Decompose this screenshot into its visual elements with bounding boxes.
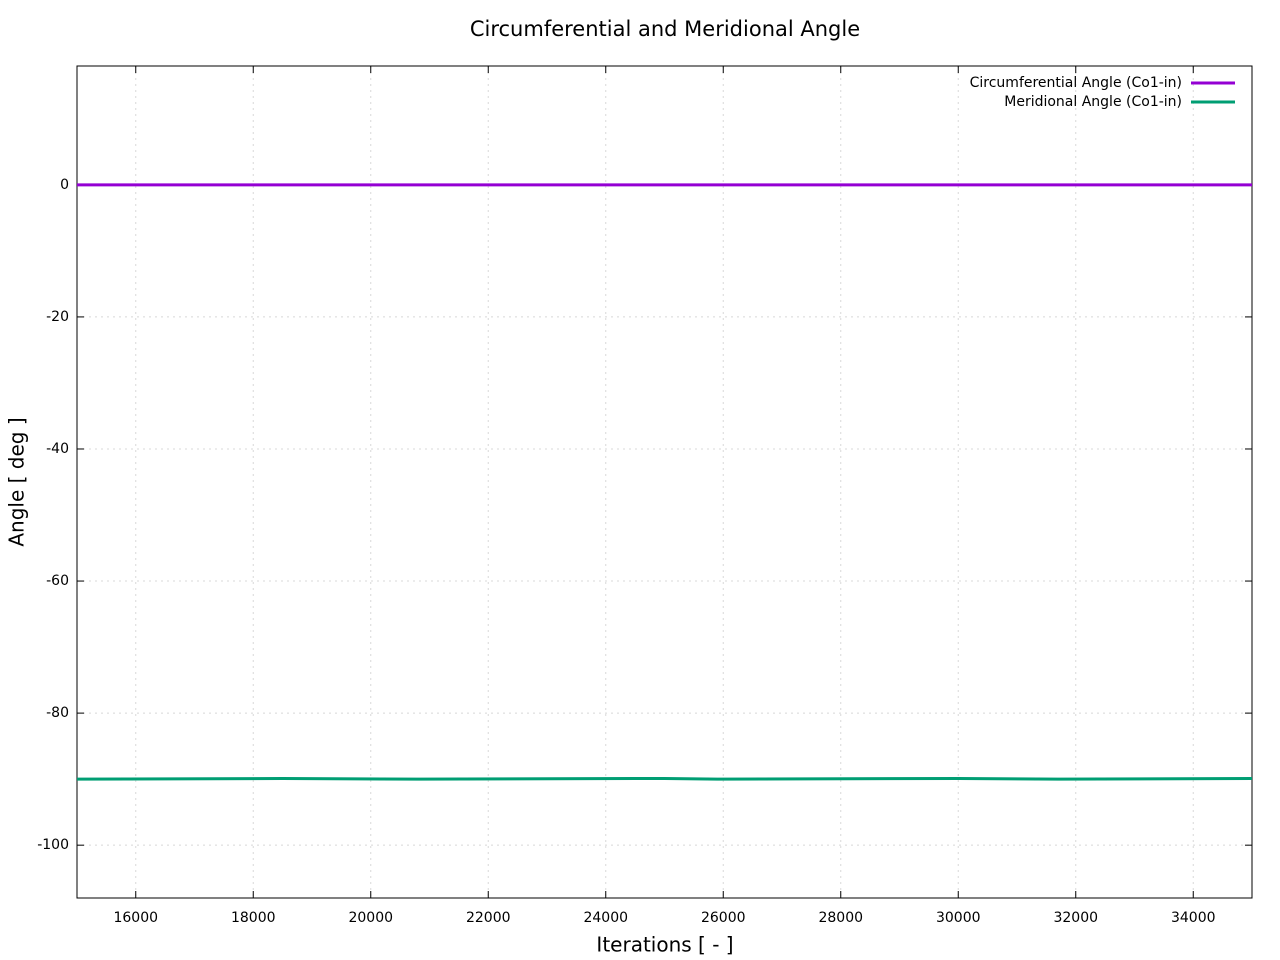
x-tick-label: 32000 <box>1053 910 1098 926</box>
y-axis-label: Angle [ deg ] <box>5 417 29 546</box>
y-tick-label: -40 <box>46 441 69 457</box>
x-tick-label: 20000 <box>348 910 393 926</box>
y-tick-label: -80 <box>46 705 69 721</box>
y-tick-label: -60 <box>46 573 69 589</box>
line-series <box>76 776 1253 781</box>
legend-label: Meridional Angle (Co1-in) <box>1004 94 1182 110</box>
x-tick-label: 34000 <box>1171 910 1216 926</box>
x-axis-label: Iterations [ - ] <box>596 933 733 957</box>
x-tick-label: 22000 <box>466 910 511 926</box>
plot-frame <box>76 65 1253 899</box>
y-tick-label: -100 <box>37 837 69 853</box>
x-tick-label: 24000 <box>583 910 628 926</box>
y-tick-label: -20 <box>46 309 69 325</box>
x-tick-label: 16000 <box>113 910 158 926</box>
x-tick-label: 30000 <box>936 910 981 926</box>
chart-title: Circumferential and Meridional Angle <box>470 17 860 41</box>
y-tick-label: 0 <box>60 177 69 193</box>
x-tick-label: 26000 <box>701 910 746 926</box>
x-tick-label: 28000 <box>818 910 863 926</box>
legend-label: Circumferential Angle (Co1-in) <box>970 75 1182 91</box>
x-tick-label: 18000 <box>231 910 276 926</box>
